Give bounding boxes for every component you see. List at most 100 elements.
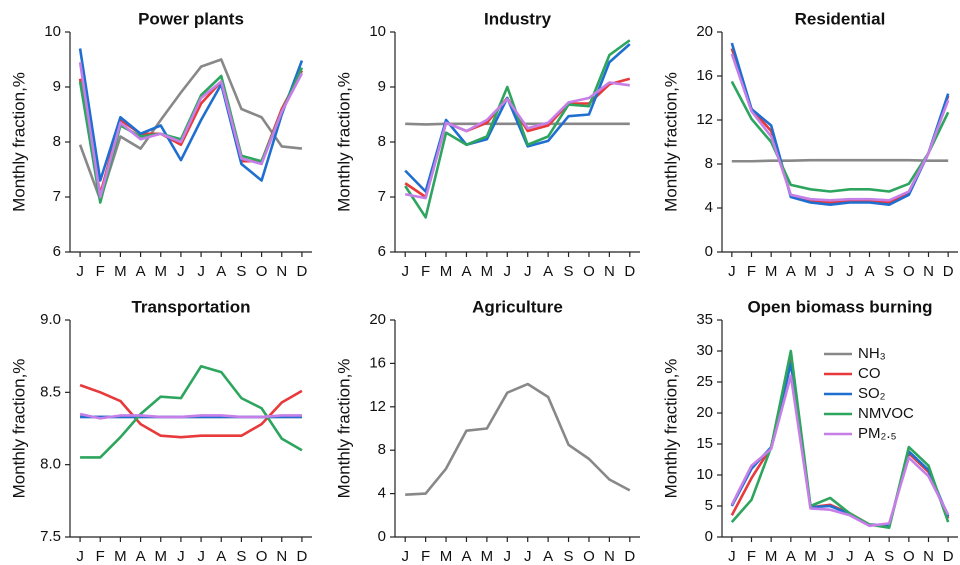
x-tick-label: J [524,548,532,565]
x-tick-label: M [440,548,453,565]
x-tick-label: F [421,548,430,565]
x-tick-label: J [504,263,512,280]
y-tick-label: 30 [696,342,713,359]
x-tick-label: S [564,263,574,280]
x-tick-label: F [747,263,756,280]
x-tick-label: S [236,263,246,280]
x-tick-label: M [155,263,168,280]
x-tick-label: D [624,548,635,565]
y-tick-label: 8 [705,155,713,172]
y-axis-label: Monthly fraction,% [661,72,680,212]
legend-label: SO₂ [858,385,886,402]
x-tick-label: D [296,263,307,280]
x-tick-label: S [884,548,894,565]
y-tick-label: 35 [696,311,713,328]
panel-title: Power plants [138,9,244,28]
y-tick-label: 16 [696,67,713,84]
x-tick-label: D [624,263,635,280]
x-tick-label: J [401,263,409,280]
x-tick-label: S [884,263,894,280]
x-tick-label: A [786,263,796,280]
x-tick-label: F [96,263,105,280]
y-tick-label: 8 [53,133,61,150]
series-line [730,53,950,202]
x-tick-label: J [728,263,736,280]
x-tick-label: N [276,548,287,565]
x-tick-label: F [96,548,105,565]
y-tick-label: 8.5 [40,383,61,400]
x-tick-label: N [276,263,287,280]
x-tick-label: A [461,263,471,280]
x-tick-label: J [76,263,84,280]
y-tick-label: 7.5 [40,528,61,545]
y-tick-label: 0 [378,528,386,545]
y-tick-label: 6 [53,243,61,260]
x-tick-label: D [943,263,954,280]
panel-title: Residential [795,9,886,28]
x-tick-label: J [177,263,185,280]
x-tick-label: J [846,548,854,565]
y-tick-label: 15 [696,435,713,452]
x-tick-label: J [826,263,834,280]
x-tick-label: D [943,548,954,565]
y-tick-label: 12 [369,398,386,415]
x-tick-label: N [604,263,615,280]
x-tick-label: M [114,548,127,565]
x-tick-label: J [76,548,84,565]
x-tick-label: J [524,263,532,280]
y-tick-label: 10 [44,23,61,40]
series-line [730,359,950,528]
x-tick-label: J [197,548,205,565]
legend-label: NH₃ [858,345,886,362]
series-line [730,374,950,528]
x-tick-label: A [786,548,796,565]
x-tick-label: A [864,548,874,565]
x-tick-label: O [903,263,915,280]
x-tick-label: O [256,263,268,280]
y-tick-label: 7 [53,188,61,205]
x-tick-label: M [114,263,127,280]
y-tick-label: 0 [705,528,713,545]
x-tick-label: J [846,263,854,280]
y-tick-label: 6 [378,243,386,260]
y-tick-label: 8 [378,133,386,150]
y-tick-label: 10 [369,23,386,40]
y-tick-label: 9 [378,78,386,95]
series-line [730,362,950,528]
x-tick-label: M [440,263,453,280]
x-tick-label: J [177,548,185,565]
series-line [731,158,949,163]
y-axis-label: Monthly fraction,% [661,359,680,499]
panel-title: Open biomass burning [747,297,932,316]
y-tick-label: 8.0 [40,456,61,473]
y-tick-label: 9.0 [40,311,61,328]
x-tick-label: F [421,263,430,280]
x-tick-label: N [923,263,934,280]
series-line [404,81,630,200]
x-tick-label: O [256,548,268,565]
panel-title: Agriculture [472,297,563,316]
y-tick-label: 4 [378,485,386,502]
x-tick-label: J [401,548,409,565]
legend-label: PM₂.₅ [858,425,897,442]
x-tick-label: M [481,548,494,565]
y-axis-label: Monthly fraction,% [9,359,28,499]
series-line [730,80,950,193]
x-tick-label: A [136,263,146,280]
y-tick-label: 4 [705,199,713,216]
y-tick-label: 5 [705,497,713,514]
x-tick-label: J [197,263,205,280]
y-tick-label: 20 [696,23,713,40]
x-tick-label: J [826,548,834,565]
series-line [80,364,303,459]
x-tick-label: M [765,263,778,280]
series-line [78,69,304,196]
x-tick-label: M [804,548,817,565]
series-line [405,382,631,496]
series-line [79,412,302,420]
panel-title: Transportation [131,297,250,316]
x-tick-label: J [728,548,736,565]
legend-label: NMVOC [858,405,914,422]
y-tick-label: 20 [369,311,386,328]
